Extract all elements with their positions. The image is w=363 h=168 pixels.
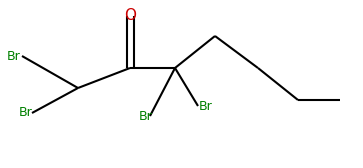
Text: Br: Br xyxy=(139,110,153,122)
Text: Br: Br xyxy=(7,50,21,62)
Text: Br: Br xyxy=(199,99,213,113)
Text: O: O xyxy=(124,9,136,24)
Text: Br: Br xyxy=(19,107,33,119)
